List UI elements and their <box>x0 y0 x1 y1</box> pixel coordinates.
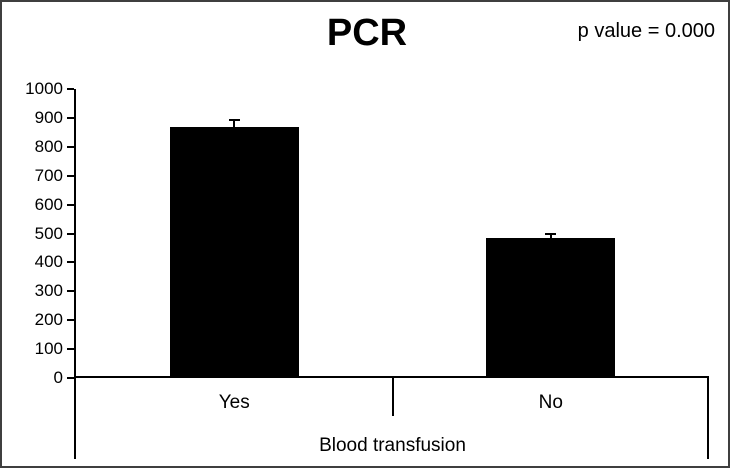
y-axis-tick-label: 300 <box>34 281 63 301</box>
error-bar-cap <box>545 232 557 235</box>
bar-yes <box>169 126 299 378</box>
y-axis-tick-label: 0 <box>53 368 63 387</box>
error-bar-stem <box>549 234 552 239</box>
y-axis-tick-label: 700 <box>34 165 63 185</box>
y-axis-line <box>74 89 76 459</box>
p-value-annotation: p value = 0.000 <box>577 20 715 42</box>
bar-no <box>486 237 616 378</box>
y-axis-tick-label: 900 <box>34 107 63 127</box>
y-axis-tick-label: 500 <box>34 223 63 243</box>
x-axis-title: Blood transfusion <box>319 435 466 456</box>
category-label-no: No <box>538 392 563 413</box>
y-axis-tick <box>67 116 74 119</box>
error-bar-stem <box>233 120 236 128</box>
y-axis-tick <box>67 145 74 148</box>
y-axis-tick <box>67 232 74 235</box>
y-axis-tick <box>67 377 74 379</box>
category-right-boundary-line <box>707 378 709 459</box>
chart-title: PCR <box>326 12 408 54</box>
x-axis-line <box>74 376 709 378</box>
y-axis-tick <box>67 319 74 322</box>
y-axis-tick-label: 100 <box>34 339 63 359</box>
y-axis-tick-label: 600 <box>34 194 63 214</box>
y-axis-tick <box>67 290 74 293</box>
category-divider-line <box>391 378 394 416</box>
category-label-yes: Yes <box>218 392 250 413</box>
y-axis-tick <box>67 203 74 206</box>
y-axis-tick-label: 200 <box>34 310 63 330</box>
y-axis-tick <box>67 261 74 264</box>
y-axis-tick <box>67 88 74 90</box>
y-axis-tick-label: 800 <box>34 136 63 156</box>
y-axis-tick-label: 1000 <box>25 79 63 98</box>
y-axis-tick <box>67 348 74 351</box>
y-axis-tick <box>67 174 74 177</box>
error-bar-cap <box>228 118 240 121</box>
y-axis-tick-label: 400 <box>34 252 63 272</box>
